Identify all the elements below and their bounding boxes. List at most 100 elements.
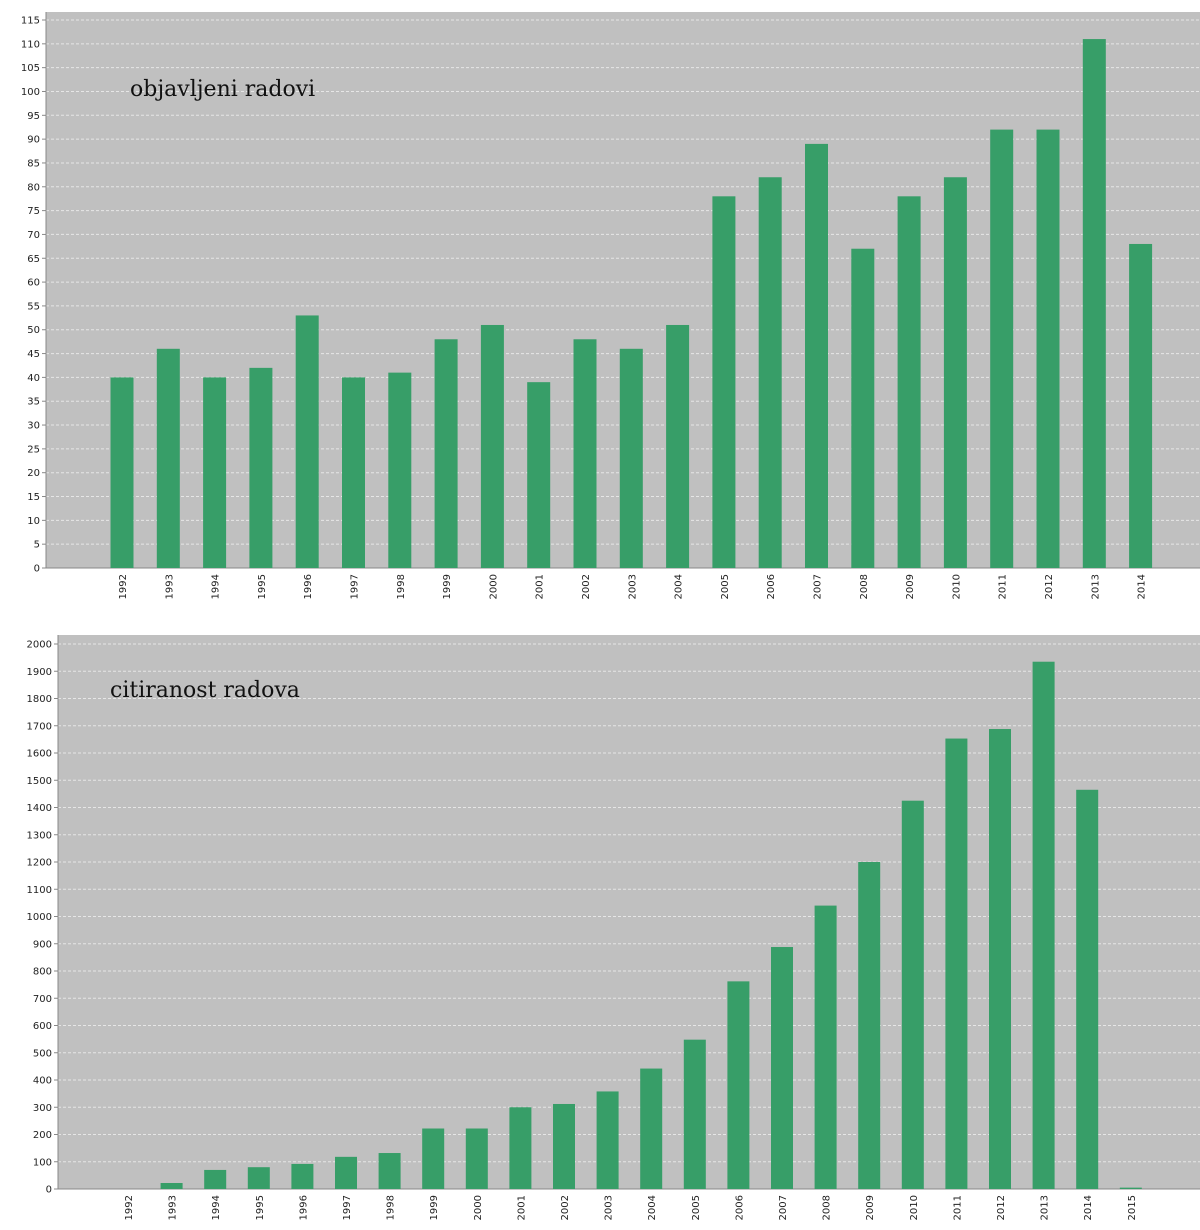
- bar-chart-1: 0 5 10 15 20 25 30 35 40 45 50 55 60 65 70 75 80 85 90 95 10…: [21, 12, 1200, 599]
- bar-1994: [204, 1169, 227, 1189]
- bar-1993: [160, 1183, 183, 1189]
- y-tick-label: 600: [33, 1021, 52, 1032]
- bar-2001: [527, 382, 551, 568]
- y-tick-label: 1300: [27, 830, 52, 841]
- bar-2006: [758, 177, 782, 568]
- x-tick-label: 2009: [905, 574, 916, 599]
- bar-2014: [1129, 243, 1153, 568]
- y-tick-label: 1000: [27, 912, 52, 923]
- y-tick-label: 60: [27, 278, 40, 289]
- y-tick-label: 1800: [27, 694, 52, 705]
- bar-1998: [378, 1153, 401, 1189]
- x-tick-label: 2002: [560, 1195, 571, 1220]
- x-tick-label: 1996: [303, 574, 314, 599]
- bar-2011: [990, 129, 1014, 568]
- x-tick-label: 1992: [118, 574, 129, 599]
- y-tick-label: 55: [27, 301, 40, 312]
- x-tick-label: 2008: [822, 1195, 833, 1220]
- x-tick-label: 2007: [813, 574, 824, 599]
- x-tick-label: 2014: [1137, 574, 1148, 599]
- x-tick-label: 2000: [488, 574, 499, 599]
- x-tick-label: 2003: [604, 1195, 615, 1220]
- y-tick-label: 100: [33, 1157, 52, 1168]
- y-tick-label: 300: [33, 1103, 52, 1114]
- x-tick-label: 2005: [720, 574, 731, 599]
- x-tick-label: 1995: [255, 1195, 266, 1220]
- x-tick-label: 2004: [674, 574, 685, 599]
- chart-objavljeni-radovi: 0 5 10 15 20 25 30 35 40 45 50 55 60 65 70 75 80 85 90 95 10…: [0, 0, 1200, 610]
- bar-2004: [640, 1068, 663, 1189]
- bar-2003: [596, 1091, 619, 1189]
- y-tick-label: 50: [27, 325, 40, 336]
- bar-1996: [295, 315, 319, 568]
- x-tick-label: 1997: [350, 574, 361, 599]
- y-tick-label: 110: [21, 39, 40, 50]
- plot-area: [58, 635, 1200, 1189]
- x-tick-label: 2013: [1040, 1195, 1051, 1220]
- bar-2008: [851, 248, 875, 568]
- y-tick-label: 1500: [27, 776, 52, 787]
- x-tick-label: 2000: [473, 1195, 484, 1220]
- y-tick-label: 70: [27, 230, 40, 241]
- x-tick-label: 2008: [859, 574, 870, 599]
- x-tick-label: 1994: [211, 574, 222, 599]
- y-tick-label: 1200: [27, 858, 52, 869]
- bar-1992: [110, 377, 134, 568]
- y-tick-label: 0: [34, 564, 40, 575]
- y-tick-label: 400: [33, 1076, 52, 1087]
- bar-2011: [945, 738, 968, 1189]
- x-tick-label: 2015: [1127, 1195, 1138, 1220]
- bar-2002: [553, 1103, 575, 1189]
- x-tick-label: 2006: [734, 1195, 745, 1220]
- bar-2007: [771, 947, 793, 1189]
- x-tick-label: 1999: [429, 1195, 440, 1220]
- y-tick-label: 30: [27, 421, 40, 432]
- bar-chart-2: 0 100 200 300 400 500 600 700 800 900 1000 1100 1200…: [27, 635, 1200, 1220]
- x-tick-label: 2005: [691, 1195, 702, 1220]
- x-tick-label: 2014: [1083, 1195, 1094, 1220]
- y-tick-label: 200: [33, 1130, 52, 1141]
- bar-2012: [989, 729, 1011, 1189]
- y-tick-label: 500: [33, 1048, 52, 1059]
- x-tick-label: 2001: [535, 574, 546, 599]
- bar-2003: [619, 348, 643, 568]
- bar-2012: [1036, 129, 1060, 568]
- x-tick-label: 2004: [647, 1195, 658, 1220]
- y-tick-label: 15: [27, 492, 40, 503]
- y-tick-label: 0: [46, 1185, 52, 1196]
- x-tick-label: 1993: [164, 574, 175, 599]
- bar-2007: [805, 143, 828, 569]
- y-tick-label: 1400: [27, 803, 52, 814]
- x-tick-label: 2011: [952, 1195, 963, 1220]
- x-tick-label: 1994: [211, 1195, 222, 1220]
- x-tick-label: 2001: [516, 1195, 527, 1220]
- y-tick-label: 900: [33, 939, 52, 950]
- y-tick-label: 1700: [27, 721, 52, 732]
- plot-group: 0 100 200 300 400 500 600 700 800 900 1000 1100 1200…: [27, 635, 1200, 1220]
- y-tick-label: 800: [33, 967, 52, 978]
- x-tick-label: 1998: [386, 1195, 397, 1220]
- y-tick-label: 35: [27, 397, 40, 408]
- y-tick-label: 20: [27, 468, 40, 479]
- x-tick-label: 2002: [581, 574, 592, 599]
- plot-group: 0 5 10 15 20 25 30 35 40 45 50 55 60 65 70 75 80 85 90 95 10…: [21, 12, 1200, 599]
- y-tick-label: 1100: [27, 885, 52, 896]
- y-tick-label: 45: [27, 349, 40, 360]
- y-tick-label: 40: [27, 373, 40, 384]
- y-tick-label: 105: [21, 63, 40, 74]
- x-tick-label: 2010: [909, 1195, 920, 1220]
- y-tick-label: 95: [27, 111, 40, 122]
- bar-2002: [573, 339, 597, 568]
- chart-title: citiranost radova: [110, 678, 300, 703]
- y-tick-label: 90: [27, 135, 40, 146]
- y-tick-label: 115: [21, 16, 40, 27]
- bar-1997: [335, 1156, 357, 1189]
- y-tick-label: 1600: [27, 749, 52, 760]
- y-tick-label: 100: [21, 87, 40, 98]
- bar-2006: [727, 981, 750, 1189]
- x-tick-label: 1999: [442, 574, 453, 599]
- x-tick-label: 2011: [998, 574, 1009, 599]
- bar-1994: [203, 377, 227, 568]
- y-tick-label: 1900: [27, 667, 52, 678]
- bar-1997: [342, 377, 365, 568]
